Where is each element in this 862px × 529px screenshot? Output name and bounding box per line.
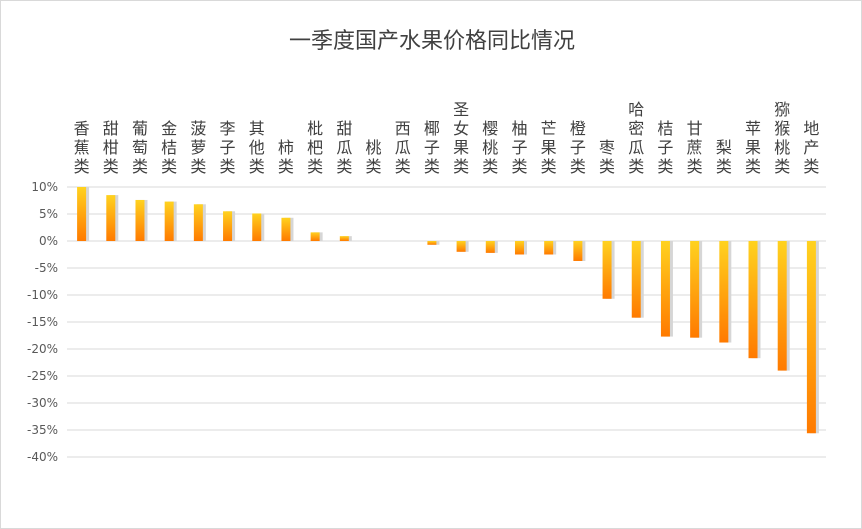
category-label: 香蕉类 bbox=[74, 119, 90, 176]
y-tick-label: -40% bbox=[27, 450, 58, 464]
category-label: 桔子类 bbox=[657, 119, 673, 176]
y-tick-label: -30% bbox=[27, 396, 58, 410]
category-label: 芒果类 bbox=[541, 119, 557, 176]
bar bbox=[748, 241, 758, 359]
chart-title: 一季度国产水果价格同比情况 bbox=[288, 29, 575, 54]
bar bbox=[310, 232, 320, 241]
y-tick-label: 0% bbox=[39, 234, 58, 248]
category-label: 圣女果类 bbox=[453, 100, 469, 176]
category-label: 椰子类 bbox=[424, 119, 440, 176]
bar bbox=[544, 241, 554, 255]
bar bbox=[164, 201, 174, 241]
bar bbox=[719, 241, 729, 343]
bar bbox=[806, 241, 816, 434]
bar bbox=[339, 236, 349, 241]
y-tick-label: 10% bbox=[31, 180, 58, 194]
bar bbox=[223, 211, 233, 241]
category-label: 甜柑类 bbox=[103, 119, 119, 176]
bar bbox=[252, 213, 262, 241]
category-label: 梨类 bbox=[716, 138, 732, 176]
category-label: 樱桃类 bbox=[482, 119, 498, 176]
category-label: 其他类 bbox=[249, 119, 265, 176]
bar bbox=[485, 241, 495, 253]
y-tick-label: 5% bbox=[39, 207, 58, 221]
bar bbox=[106, 195, 116, 241]
y-tick-label: -15% bbox=[27, 315, 58, 329]
bar bbox=[427, 241, 437, 245]
category-label: 枣类 bbox=[599, 138, 615, 176]
category-label: 菠萝类 bbox=[190, 119, 206, 176]
bar bbox=[777, 241, 787, 371]
category-label: 柿类 bbox=[278, 138, 294, 176]
y-tick-label: -35% bbox=[27, 423, 58, 437]
bar bbox=[573, 241, 583, 261]
bar bbox=[77, 187, 87, 241]
bar bbox=[281, 217, 291, 241]
y-tick-label: -20% bbox=[27, 342, 58, 356]
category-label: 金桔类 bbox=[161, 119, 177, 176]
category-label: 甜瓜类 bbox=[336, 119, 352, 176]
bar bbox=[631, 241, 641, 318]
category-label: 柚子类 bbox=[511, 119, 527, 176]
bar bbox=[456, 241, 466, 252]
category-label: 葡萄类 bbox=[132, 119, 148, 176]
y-tick-label: -10% bbox=[27, 288, 58, 302]
bar bbox=[602, 241, 612, 299]
bar bbox=[514, 241, 524, 255]
bar bbox=[135, 199, 145, 241]
category-label: 哈密瓜类 bbox=[628, 100, 644, 176]
category-label: 桃类 bbox=[366, 138, 382, 176]
category-label: 地产类 bbox=[803, 119, 819, 176]
category-label: 橙子类 bbox=[570, 119, 586, 176]
bar bbox=[660, 241, 670, 337]
y-tick-label: -25% bbox=[27, 369, 58, 383]
bar bbox=[690, 241, 700, 338]
category-label: 苹果类 bbox=[745, 119, 761, 176]
category-label: 李子类 bbox=[220, 119, 236, 176]
category-label: 猕猴桃类 bbox=[774, 100, 790, 176]
bar bbox=[193, 204, 203, 241]
category-label: 甘蔗类 bbox=[687, 119, 703, 176]
category-label: 西瓜类 bbox=[395, 119, 411, 176]
y-tick-label: -5% bbox=[35, 261, 58, 275]
category-label: 枇杷类 bbox=[307, 119, 323, 176]
